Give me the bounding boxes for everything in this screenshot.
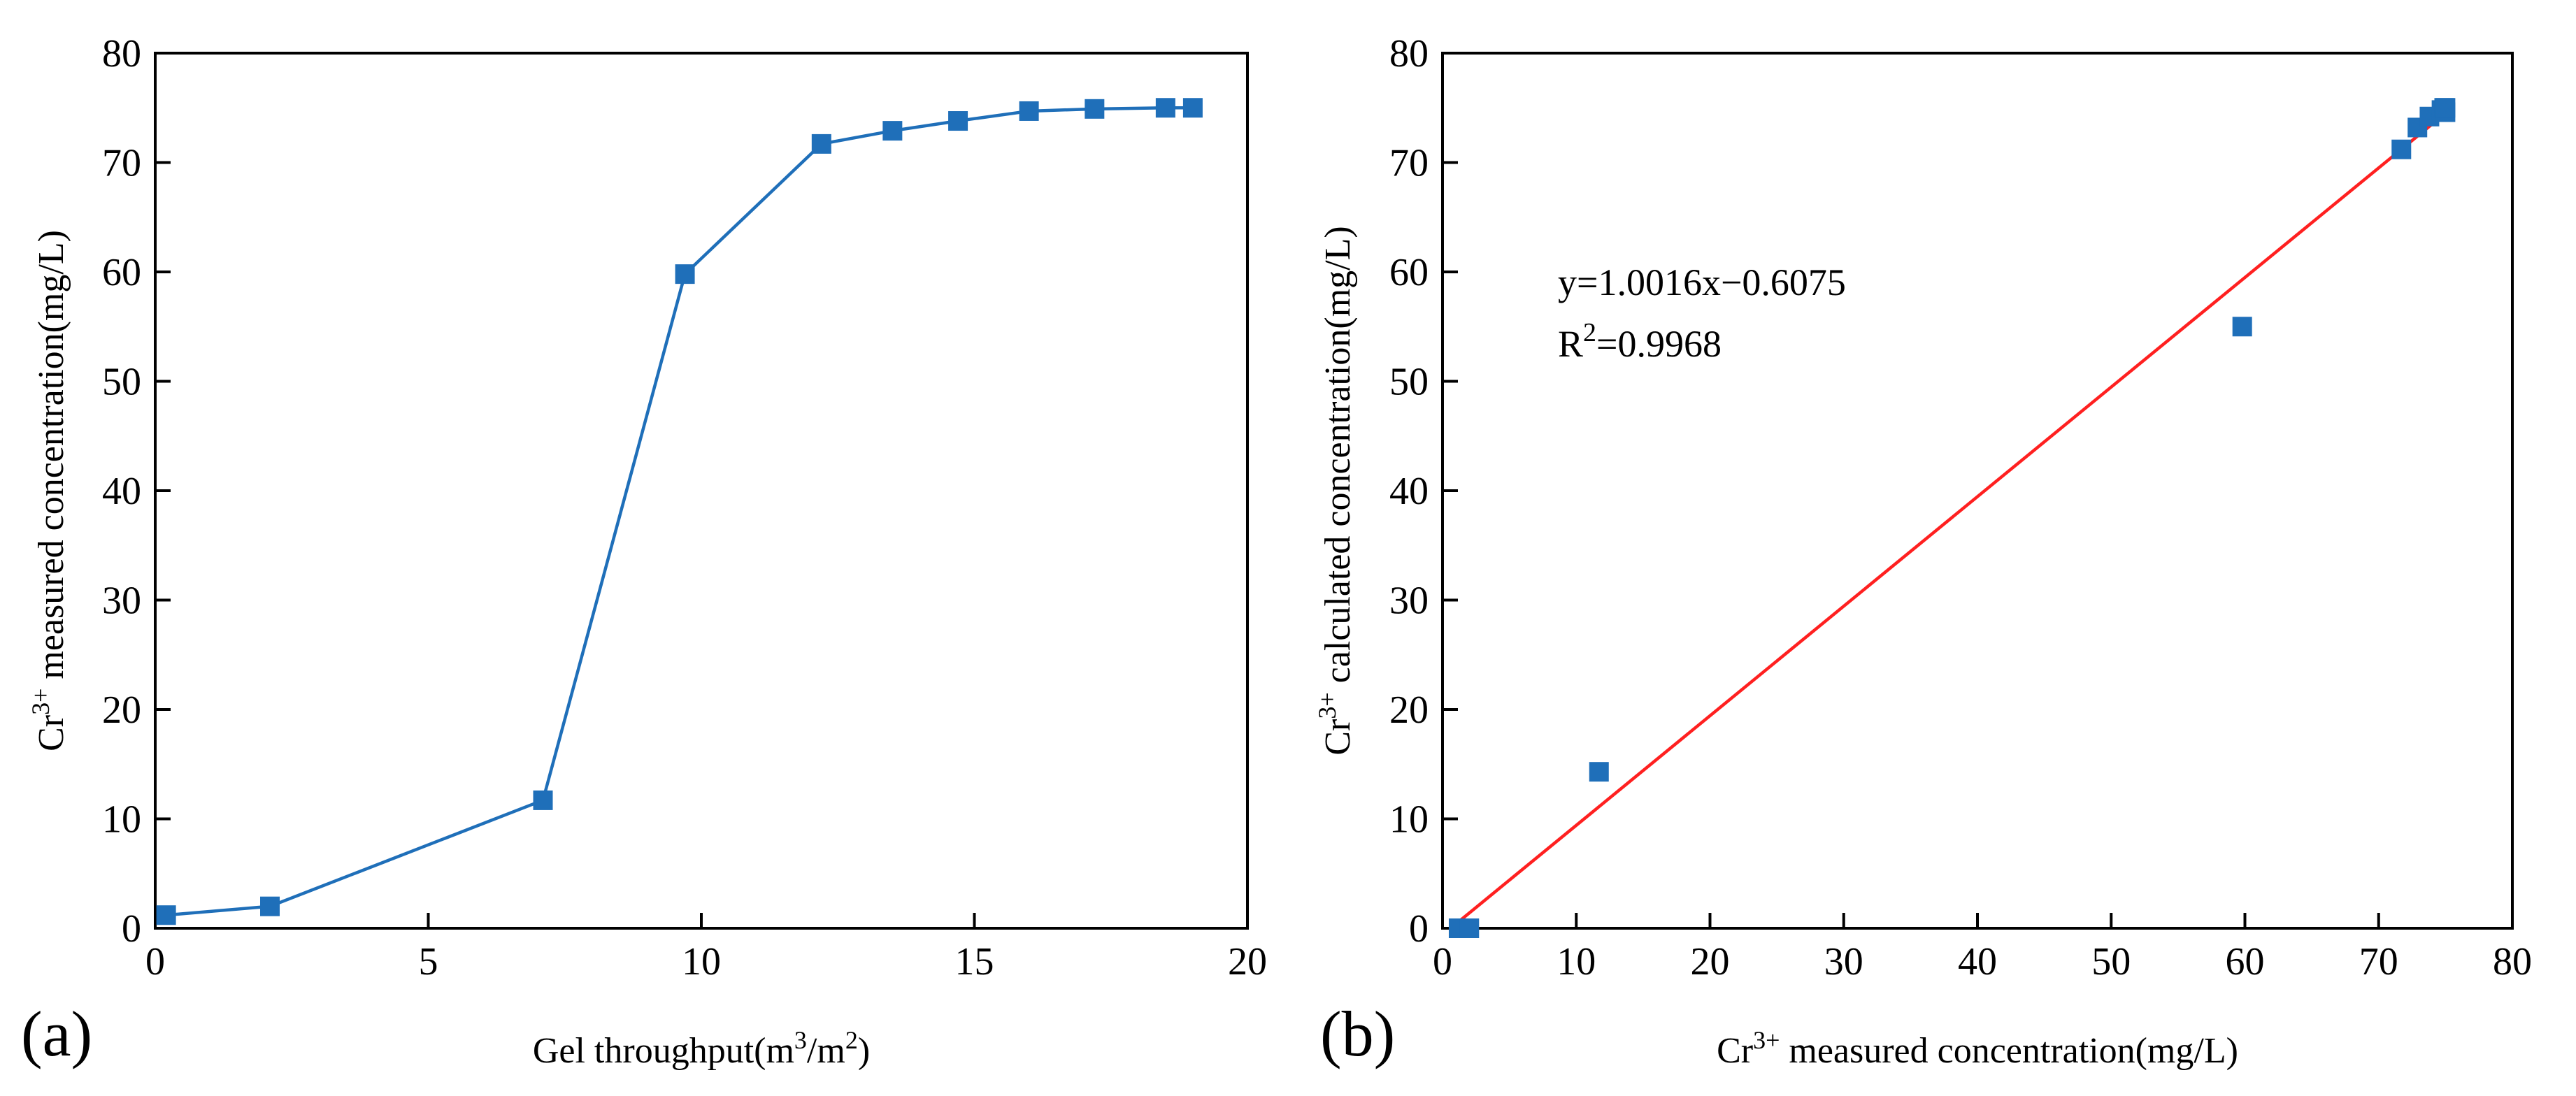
panel-a-y-tick-label: 70 <box>102 142 141 185</box>
data-point <box>948 111 968 131</box>
panel-a-y-tick-label: 60 <box>102 251 141 294</box>
scatter-point <box>2391 139 2412 159</box>
panel-a-y-axis-title: Cr3+ measured concentration(mg/L) <box>27 230 71 751</box>
panel-b-x-tick-label: 10 <box>1557 940 1596 983</box>
panel-b-x-tick-label: 40 <box>1958 940 1997 983</box>
panel-a-y-ticks: 0 10 20 30 40 50 60 70 80 <box>102 32 171 951</box>
scatter-point <box>1459 918 1480 938</box>
panel-a-x-tick-label: 5 <box>419 940 438 983</box>
panel-b-y-tick-label: 60 <box>1389 251 1429 294</box>
panel-a-y-tick-label: 50 <box>102 361 141 404</box>
panel-a: 0 5 10 15 20 0 10 20 30 40 50 60 70 80 Gel throughpu… <box>21 32 1267 1071</box>
panel-b-x-tick-label: 30 <box>1824 940 1863 983</box>
panel-b-y-ticks: 0 10 20 30 40 50 60 70 80 <box>1389 32 1458 951</box>
panel-a-plot-frame <box>154 52 1249 930</box>
data-point <box>533 790 553 810</box>
panel-a-y-tick-label: 30 <box>102 579 141 623</box>
data-point <box>156 905 176 925</box>
fit-r-squared: R2=0.9968 <box>1558 318 1722 365</box>
fit-line <box>1454 112 2447 925</box>
panel-b-y-tick-label: 10 <box>1389 798 1429 842</box>
panel-a-y-tick-label: 10 <box>102 798 141 842</box>
panel-b-x-axis-title: Cr3+ measured concentration(mg/L) <box>1717 1026 2238 1071</box>
data-point <box>1182 98 1203 118</box>
panel-b-y-tick-label: 20 <box>1389 688 1429 732</box>
panel-b: 0 10 20 30 40 50 60 70 80 0 10 20 30 40 50 60 70 80 y=1.… <box>1313 32 2532 1071</box>
panel-a-x-tick-label: 20 <box>1228 940 1267 983</box>
panel-b-x-tick-label: 20 <box>1691 940 1730 983</box>
panel-b-y-axis-title: Cr3+ calculated concentration(mg/L) <box>1313 226 1358 755</box>
panel-b-x-ticks: 0 10 20 30 40 50 60 70 80 <box>1433 913 2532 983</box>
panel-a-series <box>156 98 1203 925</box>
panel-a-x-axis-title: Gel throughput(m3/m2) <box>533 1026 870 1071</box>
panel-b-y-tick-label: 40 <box>1389 470 1429 513</box>
data-point <box>675 264 695 284</box>
panel-b-y-tick-label: 50 <box>1389 361 1429 404</box>
panel-b-x-tick-label: 60 <box>2226 940 2265 983</box>
panel-a-y-tick-label: 20 <box>102 688 141 732</box>
data-point <box>260 896 280 916</box>
data-point <box>811 134 831 154</box>
series-line <box>166 106 1193 917</box>
scatter-point <box>2435 98 2456 118</box>
panel-b-x-tick-label: 50 <box>2091 940 2131 983</box>
data-point <box>1155 98 1175 118</box>
panel-b-x-tick-label: 0 <box>1433 940 1452 983</box>
panel-a-y-tick-label: 80 <box>102 32 141 75</box>
panel-a-y-tick-label: 0 <box>122 907 141 951</box>
panel-a-x-tick-label: 10 <box>682 940 721 983</box>
panel-b-plot-frame <box>1441 52 2514 930</box>
data-point <box>882 121 903 141</box>
fit-equation: y=1.0016x−0.6075 <box>1558 261 1846 303</box>
data-point <box>1085 99 1105 119</box>
panel-b-y-tick-label: 70 <box>1389 142 1429 185</box>
panel-b-series <box>1448 98 2456 938</box>
panel-b-y-tick-label: 80 <box>1389 32 1429 75</box>
panel-a-y-tick-label: 40 <box>102 470 141 513</box>
panel-b-label: (b) <box>1320 998 1395 1069</box>
panel-b-y-tick-label: 0 <box>1409 907 1429 951</box>
panel-a-x-tick-label: 0 <box>145 940 165 983</box>
data-point <box>1019 101 1039 121</box>
scatter-point <box>2232 317 2252 337</box>
scatter-point <box>1589 762 1609 782</box>
panel-a-x-tick-label: 15 <box>955 940 994 983</box>
panel-b-y-tick-label: 30 <box>1389 579 1429 623</box>
panel-a-x-ticks: 0 5 10 15 20 <box>145 913 1267 983</box>
panel-b-x-tick-label: 70 <box>2359 940 2398 983</box>
panel-b-x-tick-label: 80 <box>2493 940 2532 983</box>
panel-a-label: (a) <box>21 998 92 1069</box>
